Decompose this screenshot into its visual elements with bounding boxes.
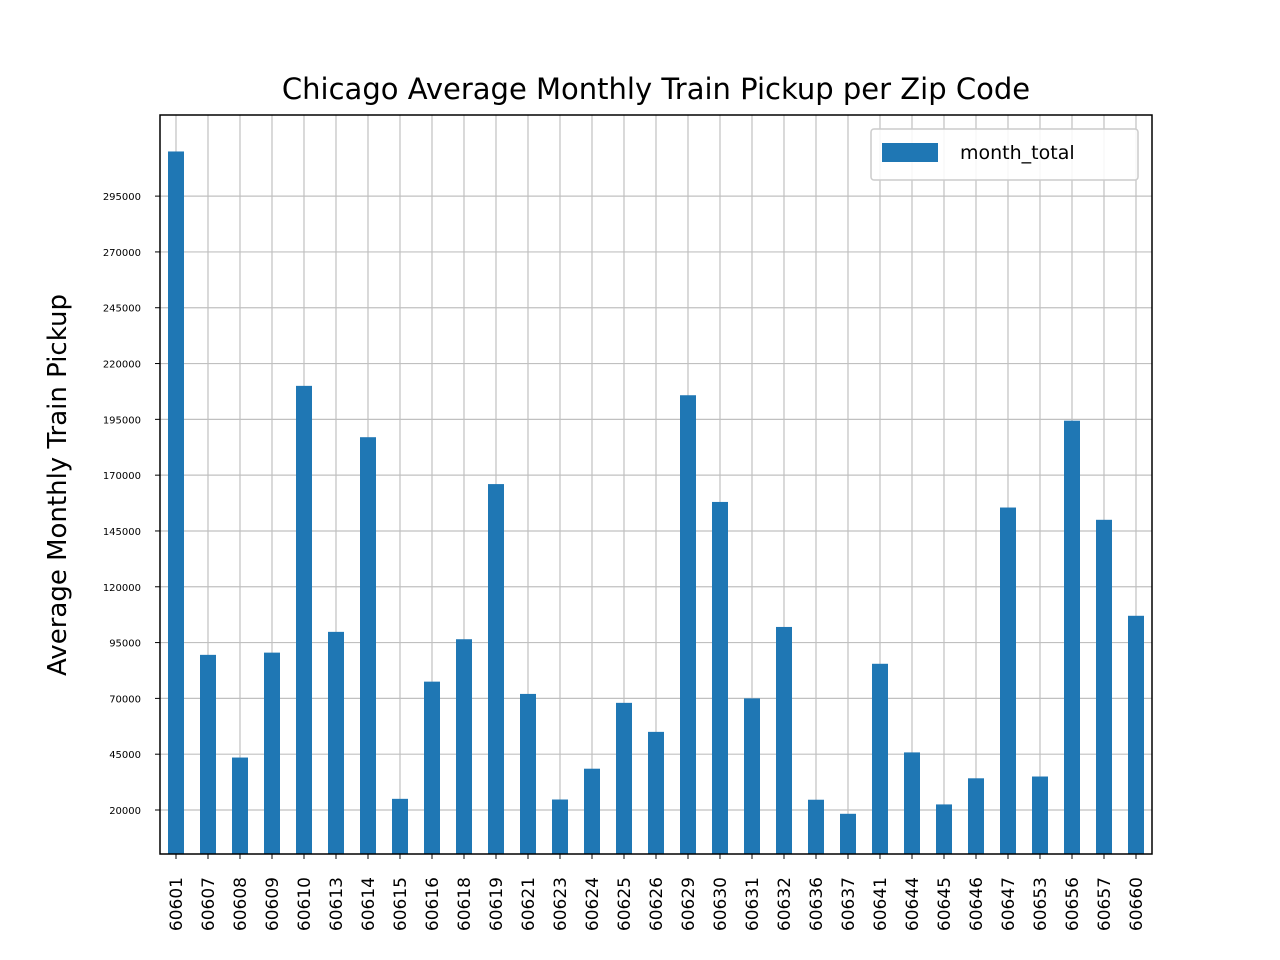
bar-60656 (1064, 420, 1080, 854)
y-tick-label: 295000 (103, 192, 141, 203)
bar-60646 (968, 778, 984, 854)
bar-60610 (296, 385, 312, 854)
bar-60660 (1128, 615, 1144, 854)
bar-60609 (264, 652, 280, 854)
bar-60608 (232, 757, 248, 854)
bar-60637 (840, 813, 856, 854)
x-tick-label: 60615 (391, 877, 411, 931)
bar-60623 (552, 799, 568, 854)
y-axis-label: Average Monthly Train Pickup (43, 294, 73, 676)
x-tick-label: 60653 (1031, 877, 1051, 931)
y-tick-label: 45000 (109, 750, 141, 761)
bar-60625 (616, 702, 632, 854)
bar-60653 (1032, 776, 1048, 854)
bar-60647 (1000, 507, 1016, 854)
bar-60607 (200, 654, 216, 854)
bar-60636 (808, 799, 824, 854)
bar-60657 (1096, 519, 1112, 854)
bar-series (168, 151, 1144, 854)
bar-60618 (456, 639, 472, 854)
x-tick-label: 60626 (647, 877, 667, 931)
x-tick-label: 60619 (487, 877, 507, 931)
y-axis-ticks: 20000 45000 70000 95000 120000 145000 170000 19… (103, 192, 160, 817)
bar-60613 (328, 631, 344, 854)
y-tick-label: 70000 (109, 694, 141, 705)
bar-60621 (520, 693, 536, 854)
x-tick-label: 60621 (519, 877, 539, 931)
bar-60630 (712, 501, 728, 854)
bar-60624 (584, 768, 600, 854)
x-tick-label: 60657 (1095, 877, 1115, 931)
x-tick-label: 60614 (359, 877, 379, 931)
bar-60645 (936, 804, 952, 854)
chart-title: Chicago Average Monthly Train Pickup per… (282, 72, 1030, 106)
y-tick-label: 145000 (103, 527, 141, 538)
y-tick-label: 270000 (103, 248, 141, 259)
x-tick-label: 60618 (455, 877, 475, 931)
x-axis-ticks: 60601 60607 60608 60609 60610 60613 60614 60615… (167, 854, 1147, 931)
y-tick-label: 220000 (103, 360, 141, 371)
x-tick-label: 60623 (551, 877, 571, 931)
x-tick-label: 60613 (327, 877, 347, 931)
legend-box (870, 128, 1139, 181)
x-tick-label: 60632 (775, 877, 795, 931)
bar-60632 (776, 626, 792, 854)
legend-label: month_total (960, 142, 1075, 164)
x-tick-label: 60637 (839, 877, 859, 931)
x-tick-label: 60647 (999, 877, 1019, 931)
x-tick-label: 60629 (679, 877, 699, 931)
bar-60601 (168, 151, 184, 854)
y-tick-label: 20000 (109, 806, 141, 817)
x-tick-label: 60625 (615, 877, 635, 931)
y-tick-label: 245000 (103, 304, 141, 315)
x-tick-label: 60609 (263, 877, 283, 931)
x-tick-label: 60608 (231, 877, 251, 931)
bar-60644 (904, 752, 920, 854)
legend-swatch (882, 143, 938, 162)
x-tick-label: 60616 (423, 877, 443, 931)
x-tick-label: 60646 (967, 877, 987, 931)
x-tick-label: 60610 (295, 877, 315, 931)
x-tick-label: 60636 (807, 877, 827, 931)
x-tick-label: 60624 (583, 877, 603, 931)
bar-60629 (680, 395, 696, 854)
x-tick-label: 60607 (199, 877, 219, 931)
x-tick-label: 60641 (871, 877, 891, 931)
bar-60631 (744, 698, 760, 854)
bar-60626 (648, 731, 664, 854)
y-tick-label: 170000 (103, 471, 141, 482)
x-tick-label: 60656 (1063, 877, 1083, 931)
x-tick-label: 60644 (903, 877, 923, 931)
legend: month_total (870, 128, 1139, 181)
x-tick-label: 60631 (743, 877, 763, 931)
x-tick-label: 60601 (167, 877, 187, 931)
bar-60641 (872, 663, 888, 854)
bar-60614 (360, 437, 376, 854)
x-tick-label: 60630 (711, 877, 731, 931)
y-tick-label: 120000 (103, 583, 141, 594)
bar-60619 (488, 484, 504, 854)
x-tick-label: 60645 (935, 877, 955, 931)
y-tick-label: 95000 (109, 639, 141, 650)
bar-60616 (424, 681, 440, 854)
x-tick-label: 60660 (1127, 877, 1147, 931)
bar-60615 (392, 798, 408, 854)
y-tick-label: 195000 (103, 415, 141, 426)
